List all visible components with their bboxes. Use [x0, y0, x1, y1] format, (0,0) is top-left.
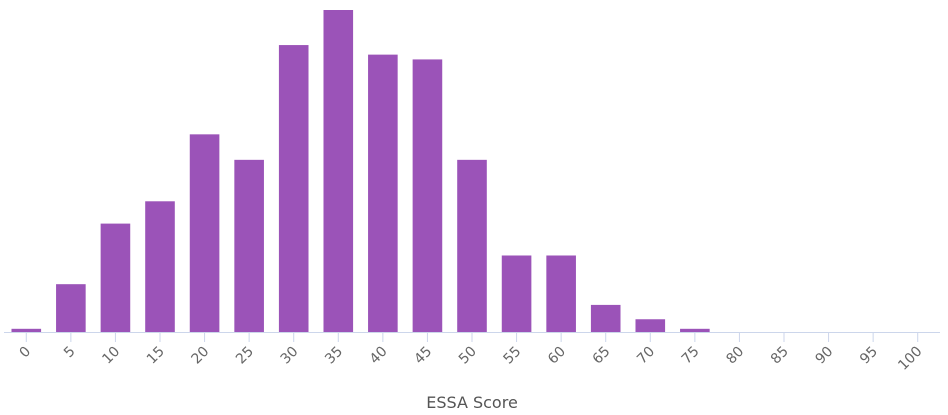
bar-5: [56, 284, 86, 332]
x-tick-label-95: 95: [857, 344, 881, 368]
x-tick-label-10: 10: [99, 344, 123, 368]
bar-35: [323, 10, 354, 332]
bar-30: [278, 45, 309, 332]
x-tick-label-25: 25: [233, 344, 257, 368]
bar-55: [501, 255, 532, 332]
x-tick-label-55: 55: [500, 344, 524, 368]
bar-75: [680, 328, 710, 332]
x-tick-label-0: 0: [16, 344, 34, 362]
x-tick-label-70: 70: [634, 344, 658, 368]
x-tick-label-45: 45: [411, 344, 435, 368]
x-tick-label-65: 65: [590, 344, 614, 368]
bar-65: [590, 304, 621, 332]
x-tick-label-40: 40: [367, 344, 391, 368]
x-ticks-group: [25, 332, 919, 342]
x-tick-label-5: 5: [61, 344, 79, 362]
bar-20: [189, 134, 220, 332]
x-tick-label-50: 50: [456, 344, 480, 368]
bar-60: [546, 255, 576, 332]
x-tick-label-75: 75: [679, 344, 703, 368]
x-tick-label-20: 20: [188, 344, 212, 368]
x-tick-label-85: 85: [768, 344, 792, 368]
bars-group: [11, 10, 710, 333]
x-tick-label-15: 15: [144, 344, 168, 368]
x-tick-label-60: 60: [545, 344, 569, 368]
bar-0: [11, 328, 42, 332]
x-tick-label-80: 80: [723, 344, 747, 368]
bar-10: [100, 223, 131, 332]
x-tick-label-35: 35: [322, 344, 346, 368]
bar-50: [457, 159, 487, 332]
bar-45: [412, 59, 443, 333]
x-axis-title: ESSA Score: [426, 393, 518, 412]
bar-40: [368, 54, 398, 332]
x-tick-label-30: 30: [278, 344, 302, 368]
x-tick-label-90: 90: [812, 344, 836, 368]
x-tick-labels-group: 0 5 10 15 20 25 30 35 40 45 50 55 60 65 70 75 80 85 90 95 10…: [16, 344, 925, 374]
bar-15: [145, 201, 175, 332]
x-tick-label-100: 100: [895, 344, 925, 374]
bar-70: [635, 319, 666, 332]
bar-25: [234, 159, 264, 332]
